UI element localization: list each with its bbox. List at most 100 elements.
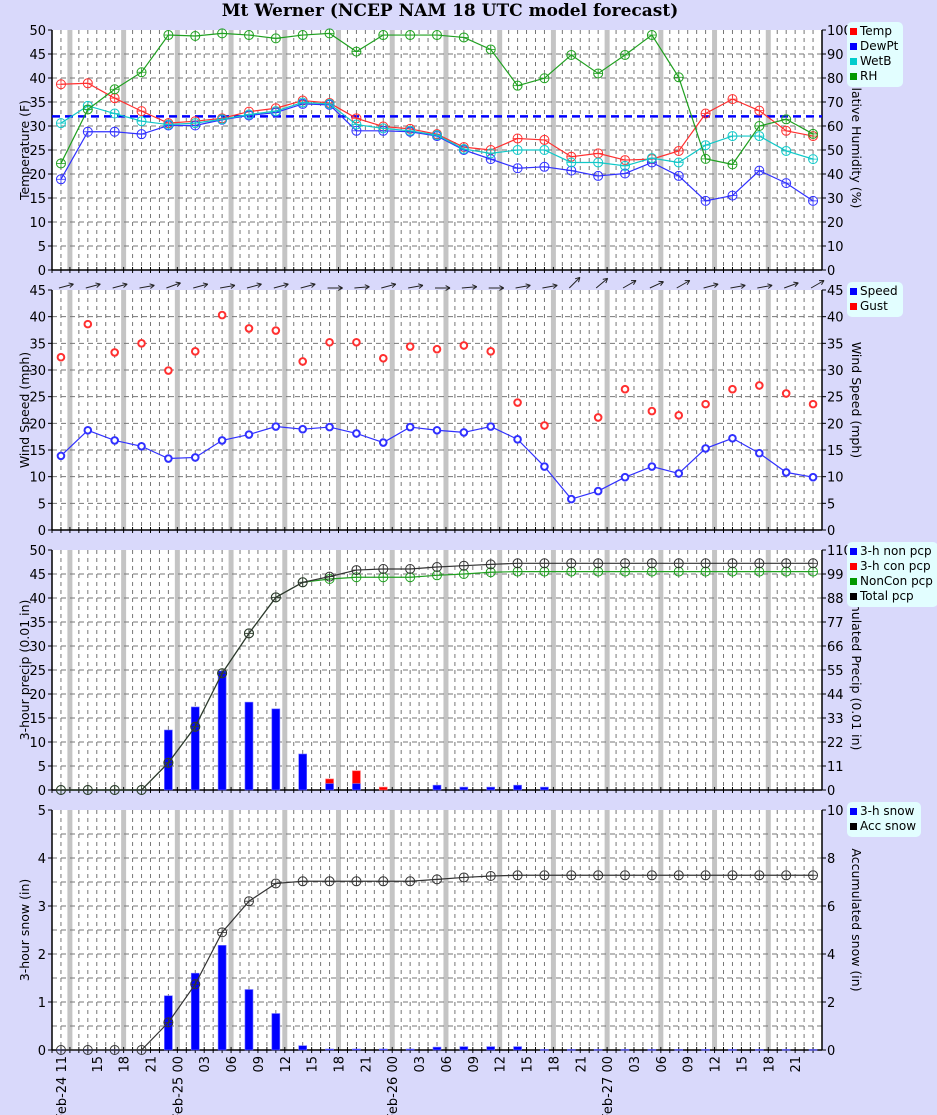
point-noncon-pcp: [781, 566, 792, 577]
y2-tick-label: 10: [827, 240, 844, 255]
legend-item: Total pcp: [850, 589, 933, 604]
gridline-6h: [658, 810, 664, 1050]
gridline-6h: [174, 810, 180, 1050]
point-speed: [701, 444, 710, 453]
bar-3-h-snow: [459, 1046, 469, 1051]
gridline-6h: [765, 550, 771, 790]
gridline-6h: [497, 810, 503, 1050]
wind-arrow-icon: [757, 283, 773, 289]
y2-tick-label: 70: [827, 96, 844, 111]
point-acc-snow: [163, 1017, 174, 1028]
point-speed: [808, 472, 818, 482]
bar-3-h-snow: [701, 1049, 710, 1051]
x-tick-label: Feb-24 11: [55, 1056, 70, 1115]
point-wetb: [808, 154, 819, 165]
y-tick-label: 5: [38, 240, 46, 255]
gridline-6h: [121, 290, 127, 530]
point-acc-snow: [512, 870, 523, 881]
bar-3-h-snow: [486, 1046, 496, 1051]
point-total-pcp: [754, 558, 765, 569]
bar-3-h-snow: [190, 972, 200, 1051]
point-speed: [593, 486, 603, 496]
y2-tick-label: 99: [827, 568, 844, 583]
point-acc-snow: [378, 876, 389, 887]
point-speed: [459, 428, 469, 437]
point-noncon-pcp: [512, 566, 523, 577]
bar-3-h-snow: [808, 1049, 818, 1051]
y-tick-label: 4: [38, 852, 46, 867]
point-temp: [727, 94, 738, 105]
legend-item: RH: [850, 69, 898, 84]
point-gust: [405, 342, 415, 351]
point-rh: [351, 46, 362, 57]
point-wetb: [243, 109, 254, 120]
y-tick-label: 45: [29, 48, 46, 63]
x-tick-label: 12: [709, 1056, 724, 1073]
bar-3-h-snow: [781, 1049, 791, 1051]
point-rh: [593, 68, 604, 79]
y-tick-label: 45: [29, 284, 46, 299]
point-total-pcp: [190, 721, 201, 732]
legend-label: Temp: [860, 24, 892, 38]
y-tick-label: 25: [29, 144, 46, 159]
x-tick-label: 09: [252, 1056, 267, 1073]
y-tick-label: 35: [29, 96, 46, 111]
gridline-6h: [765, 810, 771, 1050]
y2-tick-label: 10: [827, 804, 844, 819]
point-total-pcp: [82, 785, 93, 795]
point-total-pcp: [324, 571, 335, 582]
legend-label: 3-h non pcp: [860, 544, 932, 558]
wind-arrow-icon: [166, 281, 181, 289]
y-tick-label: 10: [29, 736, 46, 751]
y2-tick-label: 44: [827, 688, 844, 703]
point-total-pcp: [351, 565, 362, 576]
x-tick-label: Feb-27 00: [601, 1056, 616, 1115]
point-temp: [136, 106, 147, 117]
y-axis-title: Temperature (F): [17, 100, 32, 201]
point-wetb: [646, 153, 657, 164]
legend-label: 3-h snow: [860, 804, 915, 818]
point-rh: [646, 30, 657, 41]
point-rh: [781, 114, 792, 125]
y2-tick-label: 6: [827, 900, 835, 915]
point-rh: [485, 44, 496, 55]
point-wetb: [405, 125, 416, 136]
wind-arrow-icon: [246, 282, 262, 289]
point-wetb: [270, 106, 281, 117]
point-acc-snow: [808, 870, 819, 881]
point-temp: [109, 93, 120, 104]
wind-arrow-icon: [488, 285, 504, 291]
x-tick-label: 06: [440, 1056, 455, 1073]
precip-panel: 0 5 10 15 20 25 30 35 40 45 50 0 11 22 33 44 55 66 77 88 99 1…: [17, 544, 864, 799]
y2-tick-label: 30: [827, 364, 844, 379]
gridline-6h: [765, 30, 771, 270]
point-total-pcp: [297, 577, 308, 588]
point-acc-snow: [190, 979, 201, 990]
gridline-6h: [550, 550, 556, 790]
bar-3-h-con-pcp: [352, 770, 361, 784]
y2-tick-label: 0: [827, 264, 835, 279]
bar-3-h-snow: [567, 1049, 576, 1051]
point-temp: [82, 78, 93, 89]
y-tick-label: 40: [29, 592, 46, 607]
wind-panel: 0 5 10 15 20 25 30 35 40 45 0 5 10 15 20 25 30 35 40 45 Wind…: [17, 276, 864, 539]
wind-arrow-icon: [542, 283, 558, 289]
bar-3-h-non-pcp: [432, 784, 442, 791]
y-tick-label: 50: [29, 544, 46, 559]
legend-swatch: [850, 808, 857, 815]
point-speed: [405, 422, 415, 432]
point-wetb: [324, 98, 335, 109]
point-speed: [486, 422, 496, 431]
point-gust: [674, 411, 684, 420]
wind-arrow-icon: [435, 285, 451, 291]
point-acc-snow: [432, 874, 442, 885]
point-total-pcp: [405, 563, 416, 574]
point-speed: [137, 441, 146, 451]
legend-item: 3-h non pcp: [850, 544, 933, 559]
bar-3-h-con-pcp: [378, 786, 388, 791]
y2-tick-label: 4: [827, 948, 835, 963]
wind-arrow-icon: [85, 282, 101, 289]
point-gust: [459, 341, 469, 350]
legend-swatch: [850, 548, 857, 555]
y-tick-label: 25: [29, 664, 46, 679]
